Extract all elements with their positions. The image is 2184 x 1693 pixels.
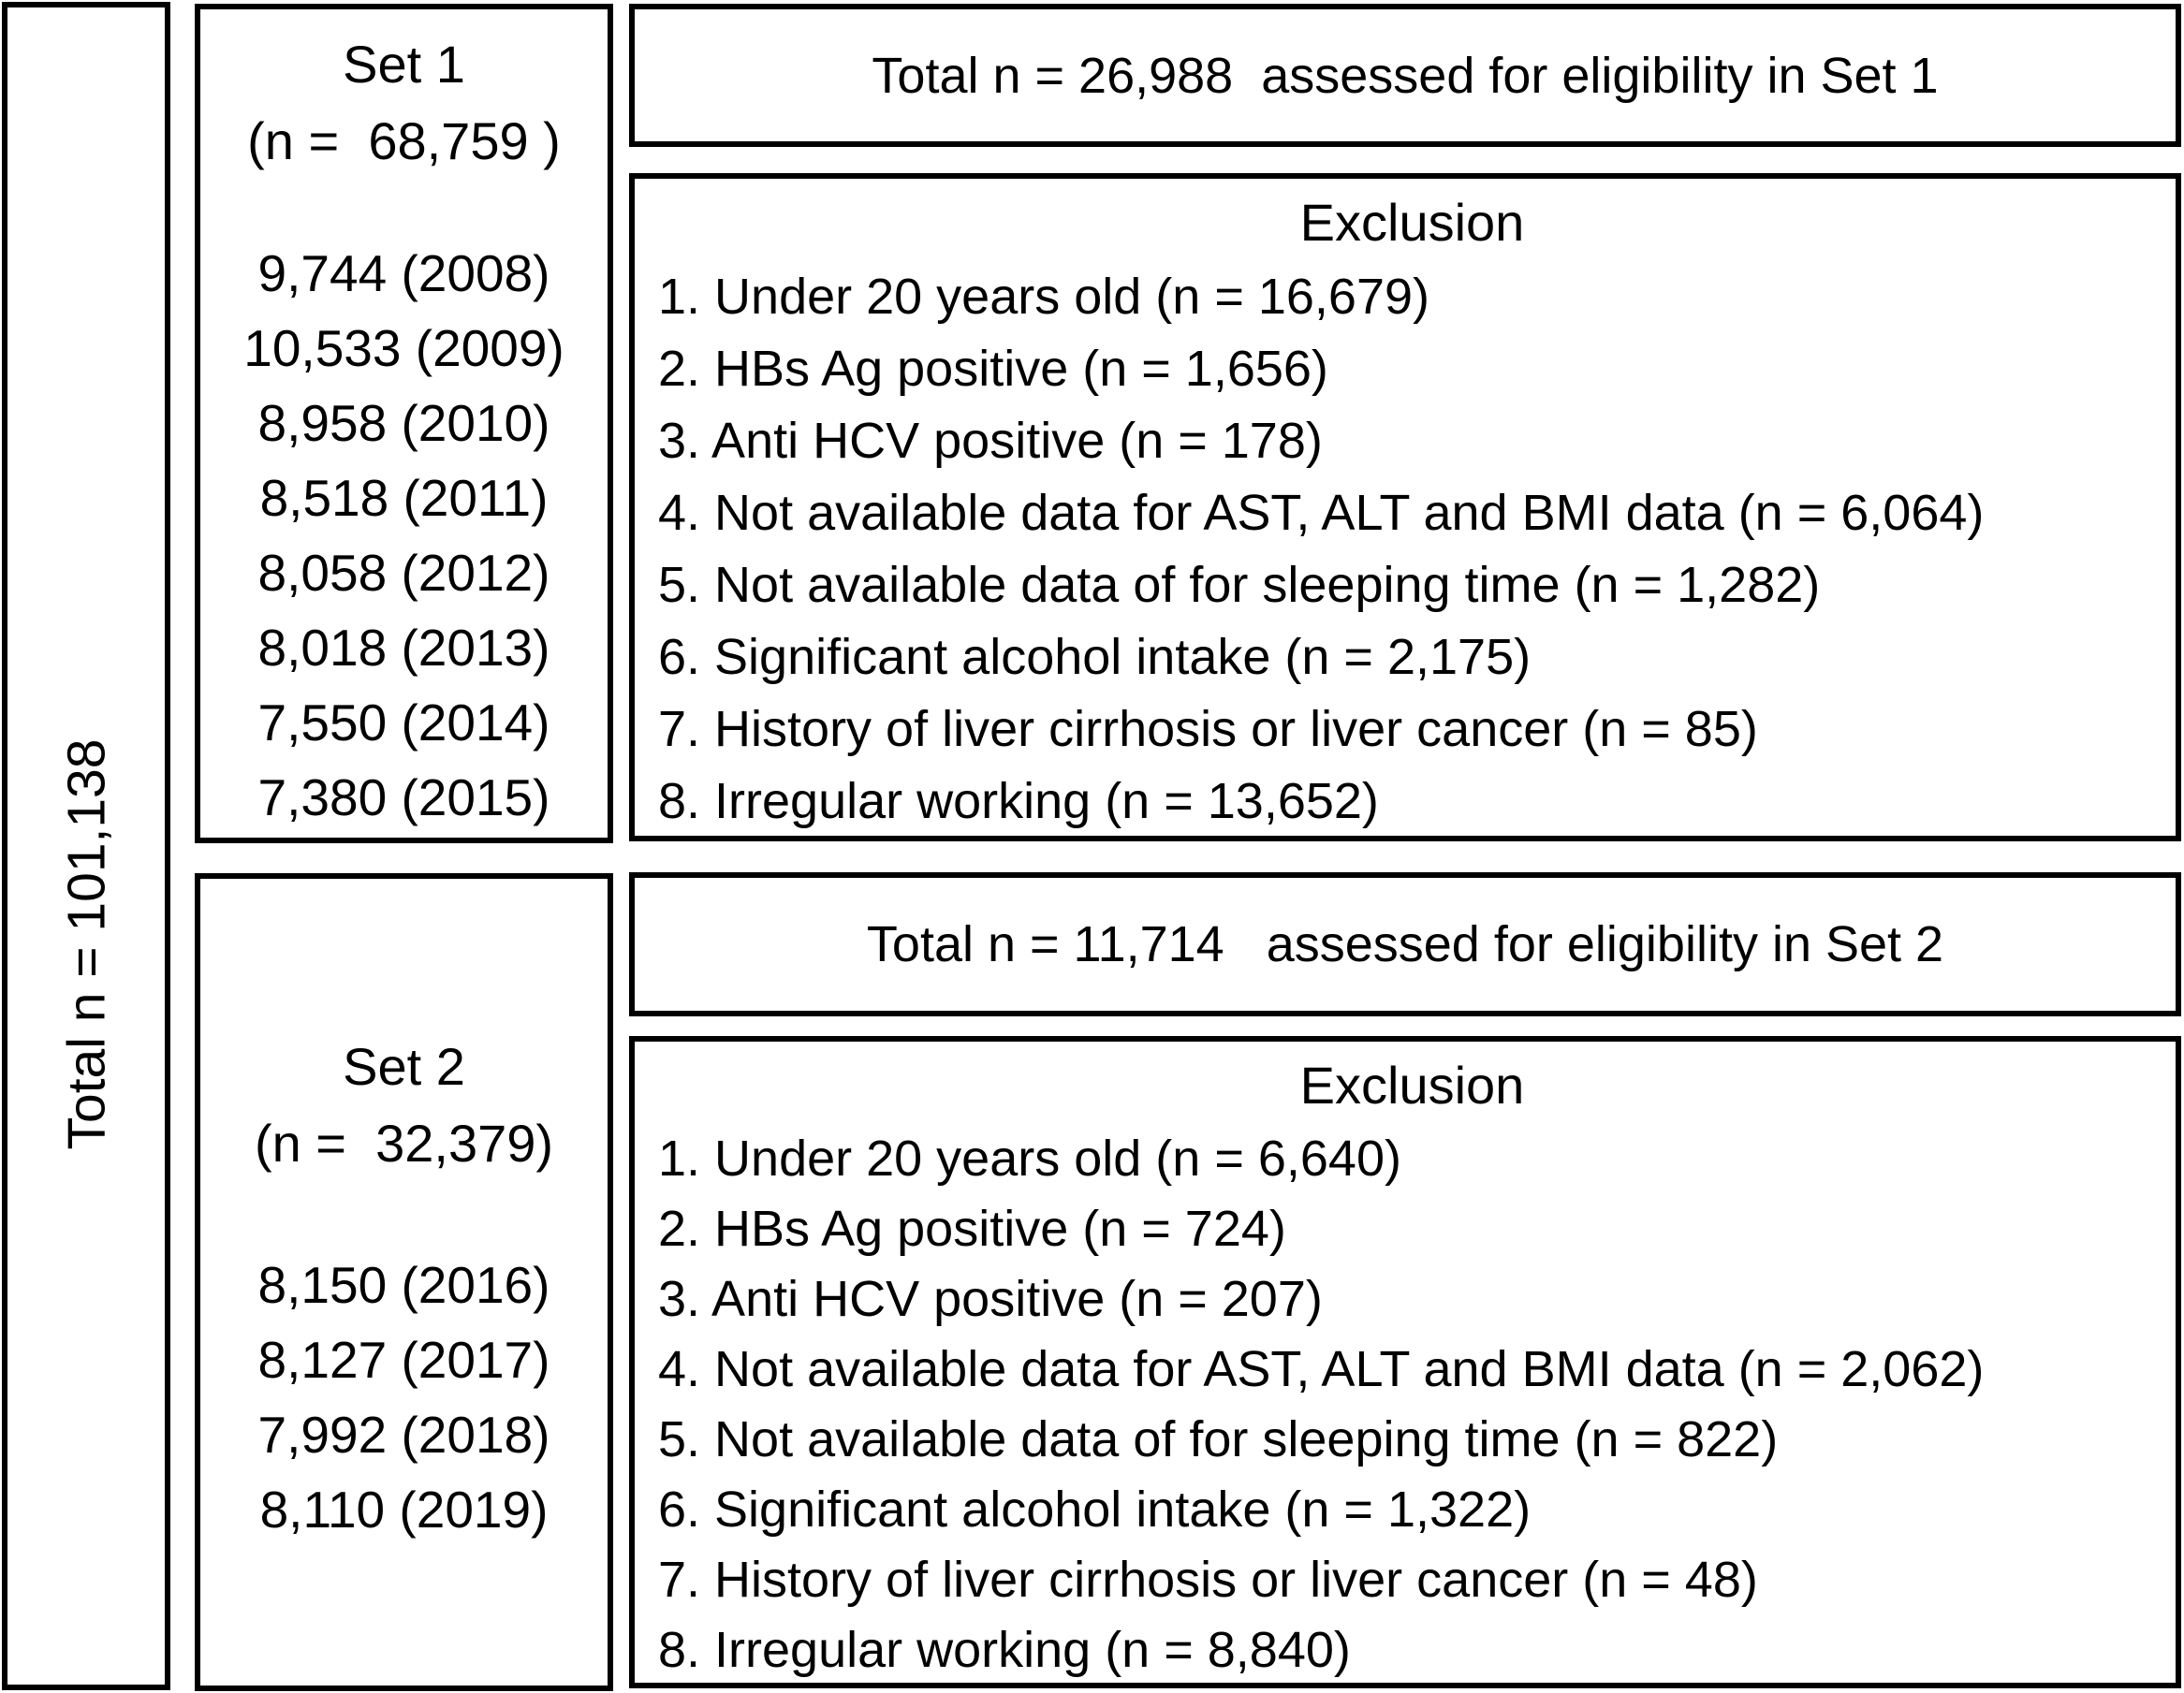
exclusion-item: 6. Significant alcohol intake (n = 1,322… [658, 1481, 1532, 1538]
set2-n-label: (n = 32,379) [254, 1114, 554, 1173]
exclusion-item: 5. Not available data of for sleeping ti… [658, 557, 1821, 613]
exclusion-item: 6. Significant alcohol intake (n = 2,175… [658, 629, 1532, 685]
set1-year-count: 7,550 (2014) [257, 693, 550, 752]
set2-exclusion-box: Exclusion 1. Under 20 years old (n = 6,6… [629, 1036, 2181, 1688]
set2-title: Set 2 [343, 1037, 465, 1096]
exclusion-item: 7. History of liver cirrhosis or liver c… [658, 1552, 1758, 1608]
set1-eligibility-label: Total n = 26,988 assessed for eligibilit… [872, 47, 1939, 104]
exclusion-item: 3. Anti HCV positive (n = 178) [658, 413, 1323, 469]
exclusion-item: 2. HBs Ag positive (n = 724) [658, 1201, 1286, 1257]
set2-exclusion-title: Exclusion [1299, 1056, 1525, 1115]
exclusion-item: 8. Irregular working (n = 13,652) [658, 773, 1379, 829]
set1-year-count: 8,018 (2013) [257, 619, 550, 677]
set1-exclusion-box: Exclusion 1. Under 20 years old (n = 16,… [629, 173, 2181, 841]
exclusion-item: 3. Anti HCV positive (n = 207) [658, 1271, 1323, 1327]
total-cohort-box: Total n = 101,138 [2, 2, 170, 1690]
set2-year-count: 7,992 (2018) [257, 1406, 550, 1464]
set2-box: Set 2 (n = 32,379) 8,150 (2016) 8,127 (2… [195, 873, 613, 1691]
set2-year-count: 8,150 (2016) [257, 1256, 550, 1314]
exclusion-item: 4. Not available data for AST, ALT and B… [658, 1341, 1985, 1397]
exclusion-item: 7. History of liver cirrhosis or liver c… [658, 701, 1758, 757]
exclusion-item: 8. Irregular working (n = 8,840) [658, 1622, 1351, 1678]
set1-year-count: 7,380 (2015) [257, 768, 550, 826]
set2-year-count: 8,127 (2017) [257, 1331, 550, 1389]
exclusion-item: 1. Under 20 years old (n = 6,640) [658, 1131, 1401, 1187]
set1-title: Set 1 [343, 35, 465, 94]
set2-eligibility-box: Total n = 11,714 assessed for eligibilit… [629, 872, 2181, 1016]
set1-year-count: 8,958 (2010) [257, 394, 550, 452]
exclusion-item: 2. HBs Ag positive (n = 1,656) [658, 341, 1328, 397]
set1-year-count: 8,518 (2011) [259, 469, 549, 527]
exclusion-item: 1. Under 20 years old (n = 16,679) [658, 269, 1430, 325]
set1-n-label: (n = 68,759 ) [247, 111, 561, 170]
set1-year-count: 10,533 (2009) [243, 319, 564, 377]
exclusion-item: 4. Not available data for AST, ALT and B… [658, 485, 1985, 541]
set1-box: Set 1 (n = 68,759 ) 9,744 (2008) 10,533 … [195, 4, 613, 843]
set2-eligibility-label: Total n = 11,714 assessed for eligibilit… [866, 916, 1944, 972]
total-cohort-label: Total n = 101,138 [56, 738, 117, 1150]
exclusion-item: 5. Not available data of for sleeping ti… [658, 1411, 1779, 1467]
set1-exclusion-title: Exclusion [1299, 193, 1525, 252]
set1-year-count: 9,744 (2008) [257, 244, 550, 302]
set1-eligibility-box: Total n = 26,988 assessed for eligibilit… [629, 4, 2181, 147]
set2-year-count: 8,110 (2019) [259, 1481, 549, 1539]
set1-year-count: 8,058 (2012) [257, 544, 550, 602]
